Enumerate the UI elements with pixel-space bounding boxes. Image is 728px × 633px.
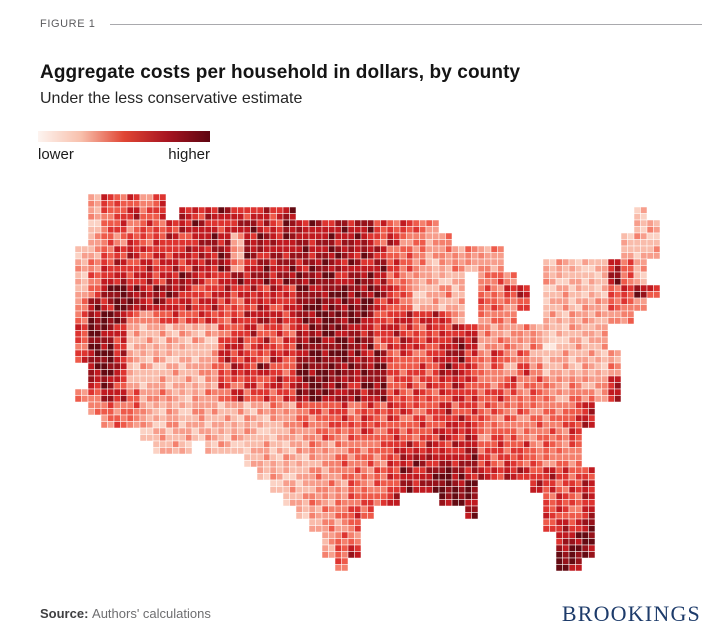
chart-subtitle: Under the less conservative estimate	[40, 90, 303, 107]
legend-high-label: higher	[168, 146, 210, 163]
source-text: Authors' calculations	[92, 606, 211, 621]
brookings-logo: BROOKINGS	[561, 601, 701, 626]
color-legend: lower higher	[38, 131, 210, 163]
legend-labels: lower higher	[38, 146, 210, 163]
figure-label: FIGURE 1	[40, 18, 96, 30]
header-rule-line	[109, 24, 702, 25]
source-line: Source: Authors' calculations	[40, 606, 211, 621]
source-label: Source:	[40, 606, 89, 621]
legend-gradient-bar	[38, 131, 210, 142]
us-county-choropleth-map	[75, 194, 660, 571]
chart-title: Aggregate costs per household in dollars…	[40, 62, 521, 83]
legend-low-label: lower	[38, 146, 74, 163]
figure-header: FIGURE 1	[40, 18, 702, 30]
